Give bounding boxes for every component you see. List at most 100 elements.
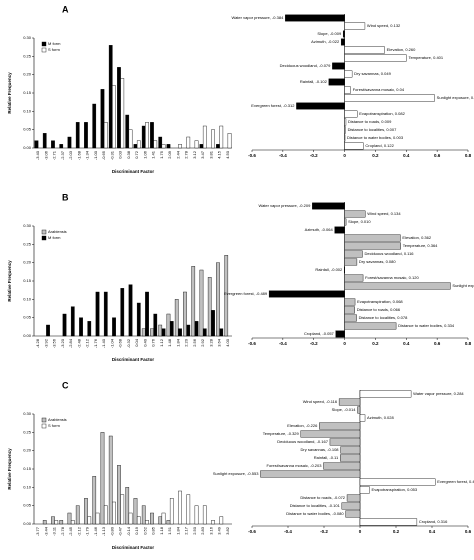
bar-label: Dry savannas, 0.080 xyxy=(359,259,396,264)
bar-label: Wind speed, 0.134 xyxy=(367,211,401,216)
bar-label: Distance to water bodies, -0.080 xyxy=(286,511,344,516)
bar xyxy=(150,512,154,525)
bar-label: Deciduous woodland, -0.079 xyxy=(280,63,331,68)
x-tick-label: -0.6 xyxy=(248,341,256,346)
bar xyxy=(150,328,154,337)
bar xyxy=(145,291,149,337)
x-tick-label: -2.37 xyxy=(60,150,65,160)
bar xyxy=(141,505,146,525)
legend-swatch xyxy=(41,41,47,47)
x-tick-label: 1.48 xyxy=(167,338,172,347)
y-tick-label: 0.25 xyxy=(23,53,32,58)
x-tick-label: 2.50 xyxy=(192,526,197,535)
bar-label: Distance to roads, -0.072 xyxy=(300,495,345,500)
bar-label: Distance to water bodies, 0.003 xyxy=(347,135,404,140)
bar-label: Dry savannas, -0.108 xyxy=(301,447,340,452)
x-tick-label: -4.28 xyxy=(35,338,40,348)
bar-label: Sunlight exposure, 0.686 xyxy=(452,283,474,288)
bar xyxy=(199,144,204,149)
x-tick-label: -3.44 xyxy=(43,526,48,536)
bar-label: Forest/savanna mosaic, -0.203 xyxy=(267,463,323,468)
bar xyxy=(186,136,191,149)
bar xyxy=(219,125,224,149)
bar-label: Wind speed, -0.116 xyxy=(303,399,338,404)
bar-label: Evapotranspiration, 0.068 xyxy=(357,299,403,304)
bar xyxy=(145,122,149,149)
x-tick-label: 1.41 xyxy=(151,150,156,159)
bar xyxy=(108,435,113,525)
x-tick-label: 3.16 xyxy=(208,526,213,535)
y-tick-label: 0.25 xyxy=(23,241,32,246)
bar-label: Rainfall, -0.102 xyxy=(300,79,328,84)
bar xyxy=(158,324,163,337)
bar xyxy=(344,70,353,78)
bar xyxy=(141,125,146,149)
x-tick-label: 2.44 xyxy=(175,150,180,159)
y-tick-label: 0.05 xyxy=(23,127,32,132)
bar-label: Water vapor pressure, -0.209 xyxy=(258,203,311,208)
bar xyxy=(178,490,182,525)
bar xyxy=(136,140,141,149)
y-tick-label: 0.10 xyxy=(23,108,32,113)
bar xyxy=(112,85,116,149)
bar xyxy=(108,45,113,149)
x-tick-label: 0 xyxy=(343,341,346,346)
bar xyxy=(67,136,72,149)
bar xyxy=(161,144,166,149)
x-axis-title: Discriminant Factor xyxy=(112,169,155,174)
bar xyxy=(344,258,358,266)
bar-label: Distance to localities, -0.101 xyxy=(290,503,341,508)
legend-swatch xyxy=(41,235,47,241)
x-tick-label: -2.84 xyxy=(68,338,73,348)
x-tick-label: 1.84 xyxy=(175,526,180,535)
bar xyxy=(87,516,92,525)
x-axis-title: Discriminant Factor xyxy=(112,357,155,362)
bar xyxy=(344,242,401,250)
x-tick-label: 2.56 xyxy=(192,338,197,347)
y-tick-label: 0.10 xyxy=(23,296,32,301)
bar xyxy=(211,520,215,525)
bar xyxy=(344,126,346,134)
bar xyxy=(100,432,105,525)
bar-label: Cropland, 0.316 xyxy=(419,519,448,524)
bar xyxy=(59,520,64,525)
bar xyxy=(84,122,88,149)
y-tick-label: 0.05 xyxy=(23,315,32,320)
x-tick-label: -0.65 xyxy=(101,150,106,160)
bar xyxy=(67,512,72,525)
legend-swatch xyxy=(41,417,47,423)
x-tick-label: 3.28 xyxy=(208,338,213,347)
bar xyxy=(344,210,366,218)
y-tick-label: 0.00 xyxy=(23,333,32,338)
x-tick-label: -3.77 xyxy=(35,526,40,536)
x-tick-label: -3.92 xyxy=(43,338,48,348)
x-tick-label: 0.4 xyxy=(403,153,410,158)
bar xyxy=(46,324,50,337)
bar-label: Forest/savanna mosaic, 0.04 xyxy=(353,87,405,92)
bar xyxy=(335,330,345,338)
bar-label: Elevation, -0.226 xyxy=(287,423,318,428)
bar xyxy=(340,38,345,46)
bar xyxy=(344,218,347,226)
bar-label: Sunlight exposure, 0.584 xyxy=(437,95,474,100)
bar-label: Elevation, 0.260 xyxy=(387,47,416,52)
bar-label: Slope, 0.010 xyxy=(348,219,371,224)
legend-swatch xyxy=(41,47,47,53)
y-axis-title: Relative Frequency xyxy=(7,260,12,302)
y-tick-label: 0.00 xyxy=(23,521,32,526)
bar xyxy=(103,122,108,149)
bar xyxy=(51,516,55,525)
bar xyxy=(125,487,130,525)
bar xyxy=(219,516,224,525)
y-tick-label: 0.00 xyxy=(23,145,32,150)
bar xyxy=(100,89,105,149)
x-tick-label: 3.12 xyxy=(192,150,197,159)
bar-label: Slope, -0.009 xyxy=(317,31,342,36)
bar xyxy=(346,494,361,502)
bar xyxy=(344,250,363,258)
bar xyxy=(202,328,207,337)
bar xyxy=(133,498,138,525)
bar xyxy=(128,512,133,525)
y-tick-label: 0.15 xyxy=(23,278,32,283)
